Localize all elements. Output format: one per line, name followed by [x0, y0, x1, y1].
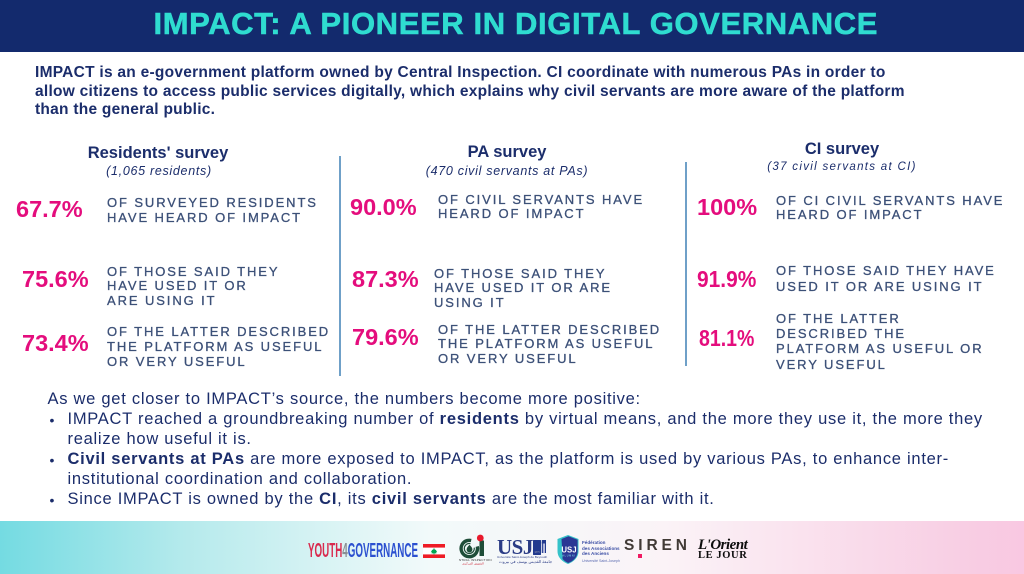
svg-text:التفتيش المركزي: التفتيش المركزي — [462, 561, 483, 565]
svg-text:USJ: USJ — [561, 545, 576, 554]
svg-text:1875: 1875 — [534, 551, 540, 554]
svg-text:ALUMNI: ALUMNI — [562, 555, 575, 558]
